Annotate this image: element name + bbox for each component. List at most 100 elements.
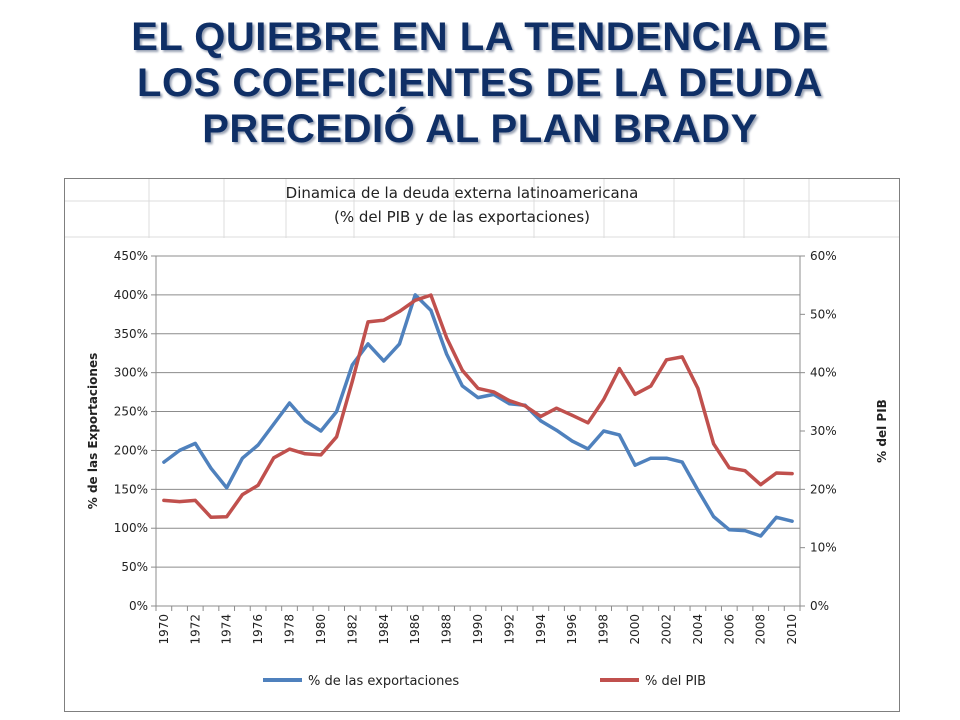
data-point — [507, 402, 511, 406]
x-tick-label: 1988 — [440, 614, 454, 645]
data-point — [696, 386, 700, 390]
y-tick-label: 300% — [114, 366, 148, 380]
x-tick-label: 1974 — [220, 614, 234, 645]
data-point — [209, 515, 213, 519]
slide-title-line-2: LOS COEFICIENTES DE LA DEUDA — [137, 61, 823, 105]
chart-subtitle: (% del PIB y de las exportaciones) — [334, 208, 590, 226]
x-tick-label: 1978 — [283, 614, 297, 645]
data-point — [633, 392, 637, 396]
legend: % de las exportaciones % del PIB — [263, 674, 706, 689]
data-point — [586, 447, 590, 451]
x-tick-label: 2010 — [785, 614, 799, 645]
data-point — [680, 460, 684, 464]
data-point — [649, 384, 653, 388]
data-point — [586, 421, 590, 425]
spreadsheet-gridlines — [65, 179, 899, 238]
data-point — [570, 413, 574, 417]
data-point — [602, 429, 606, 433]
data-point — [476, 386, 480, 390]
data-point — [633, 463, 637, 467]
data-point — [225, 486, 229, 490]
slide-title: EL QUIEBRE EN LA TENDENCIA DE LOS COEFIC… — [40, 14, 920, 152]
y2-tick-label: 60% — [810, 249, 837, 263]
y-tick-label: 450% — [114, 249, 148, 263]
data-point — [288, 447, 291, 451]
data-point — [759, 534, 763, 538]
chart-title: Dinamica de la deuda externa latinoameri… — [286, 184, 639, 202]
data-point — [366, 320, 370, 324]
data-point — [350, 379, 354, 383]
data-point — [712, 515, 716, 519]
y2-tick-label: 20% — [810, 482, 837, 496]
data-point — [413, 293, 417, 297]
y2-tick-label: 30% — [810, 424, 837, 438]
data-point — [790, 519, 794, 523]
data-point — [445, 352, 449, 356]
y-tick-label: 50% — [121, 560, 148, 574]
x-tick-label: 2006 — [722, 614, 736, 645]
data-point — [649, 456, 653, 460]
data-point — [790, 472, 794, 476]
data-point — [335, 435, 339, 439]
y-tick-label: 350% — [114, 327, 148, 341]
data-point — [555, 428, 558, 432]
data-point — [193, 498, 197, 502]
legend-label-exports: % de las exportaciones — [308, 674, 459, 689]
data-point — [523, 404, 527, 408]
data-point — [727, 528, 731, 532]
data-point — [366, 342, 370, 346]
data-point — [492, 390, 496, 394]
data-point — [429, 293, 433, 297]
y-tick-label: 0% — [129, 599, 148, 613]
x-tick-label: 1970 — [157, 614, 171, 645]
data-point — [382, 318, 386, 322]
x-tick-label: 1998 — [597, 614, 611, 645]
y2-tick-label: 40% — [810, 366, 837, 380]
y-tick-label: 250% — [114, 405, 148, 419]
x-tick-label: 2004 — [691, 614, 705, 645]
data-point — [759, 483, 763, 487]
data-point — [727, 466, 731, 470]
y-tick-label: 400% — [114, 288, 148, 302]
data-point — [398, 309, 401, 313]
y-axis-right-label: % del PIB — [875, 399, 889, 463]
data-point — [335, 410, 339, 414]
chart-background — [64, 178, 900, 712]
data-point — [225, 515, 229, 519]
series-lines — [162, 293, 794, 538]
data-point — [350, 363, 354, 367]
data-point — [429, 308, 433, 312]
y-tick-label: 150% — [114, 482, 148, 496]
data-point — [240, 456, 244, 460]
y2-tick-label: 50% — [810, 307, 837, 321]
data-point — [696, 488, 700, 492]
data-point — [162, 498, 166, 502]
debt-ratio-chart: Dinamica de la deuda externa latinoameri… — [64, 178, 900, 712]
x-tick-label: 2002 — [659, 614, 673, 645]
data-point — [617, 433, 621, 437]
y-axis-right-ticks: 0% 10% 20% 30% 40% 50% 60% — [800, 249, 837, 613]
legend-label-gdp: % del PIB — [645, 674, 706, 689]
data-point — [413, 298, 417, 302]
data-point — [319, 453, 323, 457]
y-axis-left-ticks: 0% 50% 100% 150% 200% 250% 300% 350% 400% 450% — [114, 249, 156, 613]
y-tick-label: 100% — [114, 521, 148, 535]
data-point — [209, 466, 213, 470]
y-gridlines — [156, 294, 800, 568]
chart-frame: Dinamica de la deuda externa latinoameri… — [64, 178, 900, 712]
x-tick-label: 1996 — [565, 614, 579, 645]
data-point — [476, 396, 480, 400]
data-point — [193, 441, 197, 445]
data-point — [240, 493, 244, 497]
slide-title-line-3: PRECEDIÓ AL PLAN BRADY — [202, 107, 758, 151]
x-tick-label: 1992 — [502, 614, 516, 645]
x-tick-label: 2000 — [628, 614, 642, 645]
data-point — [272, 422, 276, 426]
x-tick-label: 1994 — [534, 614, 548, 645]
slide-title-line-1: EL QUIEBRE EN LA TENDENCIA DE — [131, 15, 829, 59]
y-tick-label: 200% — [114, 443, 148, 457]
data-point — [743, 529, 747, 533]
y2-tick-label: 0% — [810, 599, 829, 613]
data-point — [178, 500, 182, 504]
data-point — [162, 460, 166, 464]
